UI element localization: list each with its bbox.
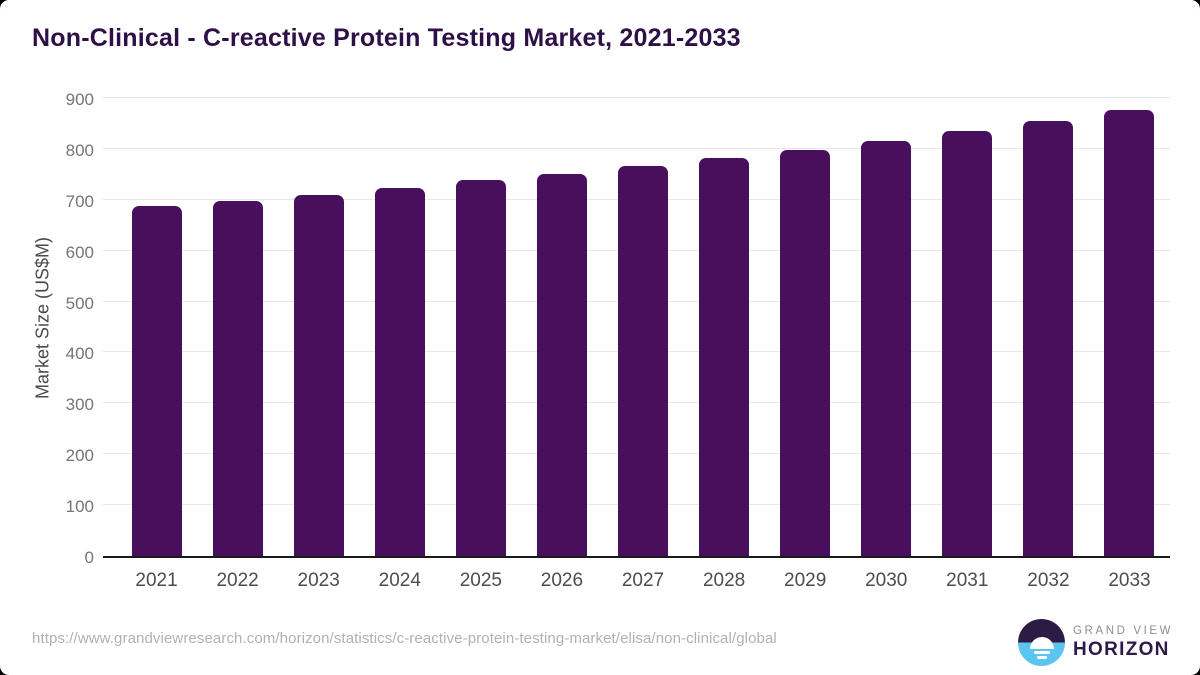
- bar-2025: [455, 180, 506, 556]
- bar-slot-2023: [278, 100, 359, 556]
- x-tick-label-2023: 2023: [297, 570, 340, 591]
- bar-slot-2027: [602, 100, 683, 556]
- y-tick-label: 600: [65, 242, 94, 262]
- brand-text: GRAND VIEW HORIZON: [1073, 625, 1173, 661]
- x-tick-label-2022: 2022: [216, 570, 259, 591]
- brand-name-bottom: HORIZON: [1073, 638, 1170, 660]
- y-tick-label: 900: [65, 90, 94, 109]
- x-tick-label-2024: 2024: [378, 570, 421, 591]
- bar-slot-2031: [927, 100, 1008, 556]
- bar-2027: [618, 166, 668, 556]
- y-tick-label: 700: [65, 191, 94, 211]
- bar-slot-2030: [846, 100, 927, 556]
- gridline: [103, 97, 1170, 98]
- plot-area: [103, 97, 1170, 558]
- bar-2026: [536, 173, 587, 556]
- y-tick-label: 200: [65, 446, 94, 466]
- bar-2032: [1023, 120, 1074, 556]
- x-tick-label-2028: 2028: [702, 570, 746, 591]
- bar-2031: [942, 131, 993, 556]
- bar-slot-2032: [1008, 100, 1089, 556]
- bar-2023: [293, 194, 344, 556]
- x-tick-label-2026: 2026: [540, 570, 584, 591]
- x-axis-tick-labels: 2021 2022 2023 2024 2025 2026 2027 2028 2029 2030…: [103, 570, 1170, 592]
- bar-slot-2033: [1089, 100, 1170, 556]
- brand-logo: GRAND VIEW HORIZON: [1018, 619, 1173, 666]
- x-tick-label-2027: 2027: [621, 570, 665, 591]
- bar-slot-2026: [521, 100, 602, 556]
- bar-slot-2025: [440, 100, 521, 556]
- x-tick-label-2021: 2021: [135, 570, 178, 591]
- x-tick-label-2030: 2030: [865, 570, 908, 591]
- chart-title: Non-Clinical - C-reactive Protein Testin…: [32, 24, 741, 52]
- y-tick-label: 400: [65, 344, 94, 364]
- bar-slot-2029: [765, 100, 846, 556]
- y-axis-tick-labels: 0 100 200 300 400 500 600 700 800 900: [0, 90, 94, 567]
- bar-2024: [374, 187, 425, 556]
- y-tick-label: 0: [84, 548, 94, 567]
- x-tick-label-2033: 2033: [1108, 570, 1151, 591]
- source-url: https://www.grandviewresearch.com/horizo…: [32, 630, 777, 647]
- bar-2033: [1104, 110, 1155, 556]
- bar-slot-2024: [359, 100, 440, 556]
- bar-slot-2021: [116, 100, 197, 556]
- bar-2022: [212, 200, 263, 556]
- brand-name-top: GRAND VIEW: [1073, 624, 1174, 637]
- bar-2021: [131, 206, 182, 556]
- x-tick-label-2031: 2031: [946, 570, 989, 591]
- bar-2030: [861, 141, 912, 556]
- horizon-sun-icon: [1018, 619, 1065, 666]
- x-tick-label-2032: 2032: [1027, 570, 1070, 591]
- bar-2029: [780, 149, 831, 556]
- x-tick-label-2029: 2029: [784, 570, 827, 591]
- y-tick-label: 800: [65, 140, 94, 160]
- gridline: [103, 147, 1170, 149]
- bar-series: [103, 100, 1170, 556]
- bar-2028: [699, 158, 750, 556]
- bar-slot-2028: [684, 100, 765, 556]
- y-tick-label: 100: [65, 497, 94, 517]
- y-tick-label: 500: [65, 293, 94, 313]
- y-tick-label: 300: [65, 395, 94, 415]
- bar-slot-2022: [197, 100, 278, 556]
- x-tick-label-2025: 2025: [459, 570, 502, 591]
